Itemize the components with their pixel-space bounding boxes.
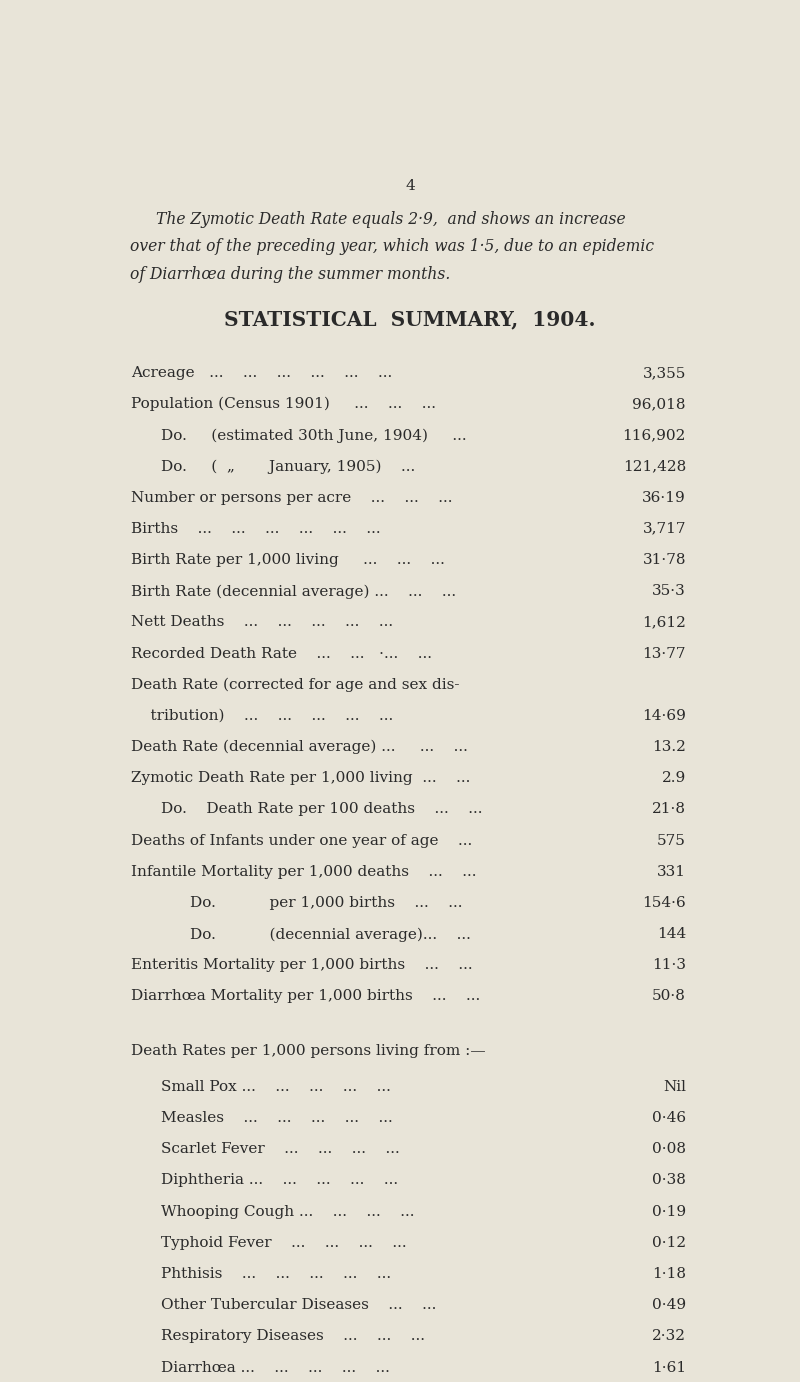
Text: Diarrhœa Mortality per 1,000 births    ...    ...: Diarrhœa Mortality per 1,000 births ... …	[131, 990, 480, 1003]
Text: 31·78: 31·78	[642, 553, 686, 567]
Text: 0·08: 0·08	[652, 1143, 686, 1157]
Text: Scarlet Fever    ...    ...    ...    ...: Scarlet Fever ... ... ... ...	[161, 1143, 399, 1157]
Text: Do.    Death Rate per 100 deaths    ...    ...: Do. Death Rate per 100 deaths ... ...	[161, 803, 482, 817]
Text: 0·49: 0·49	[652, 1298, 686, 1312]
Text: Diarrhœa ...    ...    ...    ...    ...: Diarrhœa ... ... ... ... ...	[161, 1360, 390, 1375]
Text: Death Rate (decennial average) ...     ...    ...: Death Rate (decennial average) ... ... .…	[131, 739, 468, 755]
Text: 35·3: 35·3	[652, 585, 686, 598]
Text: 575: 575	[657, 833, 686, 847]
Text: Small Pox ...    ...    ...    ...    ...: Small Pox ... ... ... ... ...	[161, 1079, 390, 1095]
Text: 0·46: 0·46	[652, 1111, 686, 1125]
Text: Acreage   ...    ...    ...    ...    ...    ...: Acreage ... ... ... ... ... ...	[131, 366, 392, 380]
Text: Diphtheria ...    ...    ...    ...    ...: Diphtheria ... ... ... ... ...	[161, 1173, 398, 1187]
Text: 36·19: 36·19	[642, 491, 686, 504]
Text: 14·69: 14·69	[642, 709, 686, 723]
Text: 2.9: 2.9	[662, 771, 686, 785]
Text: Phthisis    ...    ...    ...    ...    ...: Phthisis ... ... ... ... ...	[161, 1267, 391, 1281]
Text: Death Rate (corrected for age and sex dis-: Death Rate (corrected for age and sex di…	[131, 677, 459, 692]
Text: Measles    ...    ...    ...    ...    ...: Measles ... ... ... ... ...	[161, 1111, 393, 1125]
Text: 4: 4	[405, 178, 415, 192]
Text: Birth Rate per 1,000 living     ...    ...    ...: Birth Rate per 1,000 living ... ... ...	[131, 553, 445, 567]
Text: Respiratory Diseases    ...    ...    ...: Respiratory Diseases ... ... ...	[161, 1329, 425, 1343]
Text: Number or persons per acre    ...    ...    ...: Number or persons per acre ... ... ...	[131, 491, 453, 504]
Text: Infantile Mortality per 1,000 deaths    ...    ...: Infantile Mortality per 1,000 deaths ...…	[131, 865, 477, 879]
Text: 116,902: 116,902	[622, 428, 686, 442]
Text: 1·61: 1·61	[652, 1360, 686, 1375]
Text: 21·8: 21·8	[652, 803, 686, 817]
Text: of Diarrhœa during the summer months.: of Diarrhœa during the summer months.	[130, 265, 450, 283]
Text: tribution)    ...    ...    ...    ...    ...: tribution) ... ... ... ... ...	[131, 709, 394, 723]
Text: 96,018: 96,018	[632, 397, 686, 410]
Text: Birth Rate (decennial average) ...    ...    ...: Birth Rate (decennial average) ... ... .…	[131, 585, 456, 598]
Text: 144: 144	[657, 927, 686, 941]
Text: Do.           (decennial average)...    ...: Do. (decennial average)... ...	[190, 927, 470, 941]
Text: 154·6: 154·6	[642, 896, 686, 909]
Text: The Zymotic Death Rate equals 2·9,  and shows an increase: The Zymotic Death Rate equals 2·9, and s…	[156, 210, 626, 228]
Text: STATISTICAL  SUMMARY,  1904.: STATISTICAL SUMMARY, 1904.	[224, 310, 596, 329]
Text: 2·32: 2·32	[652, 1329, 686, 1343]
Text: 13·77: 13·77	[642, 647, 686, 661]
Text: Other Tubercular Diseases    ...    ...: Other Tubercular Diseases ... ...	[161, 1298, 436, 1312]
Text: Nett Deaths    ...    ...    ...    ...    ...: Nett Deaths ... ... ... ... ...	[131, 615, 393, 629]
Text: 13.2: 13.2	[652, 739, 686, 755]
Text: Typhoid Fever    ...    ...    ...    ...: Typhoid Fever ... ... ... ...	[161, 1236, 406, 1249]
Text: 11·3: 11·3	[652, 958, 686, 973]
Text: Whooping Cough ...    ...    ...    ...: Whooping Cough ... ... ... ...	[161, 1205, 414, 1219]
Text: 3,355: 3,355	[642, 366, 686, 380]
Text: Zymotic Death Rate per 1,000 living  ...    ...: Zymotic Death Rate per 1,000 living ... …	[131, 771, 470, 785]
Text: over that of the preceding year, which was 1·5, due to an epidemic: over that of the preceding year, which w…	[130, 238, 654, 256]
Text: 331: 331	[657, 865, 686, 879]
Text: 121,428: 121,428	[622, 459, 686, 474]
Text: Population (Census 1901)     ...    ...    ...: Population (Census 1901) ... ... ...	[131, 397, 436, 412]
Text: Do.     (  „       January, 1905)    ...: Do. ( „ January, 1905) ...	[161, 459, 415, 474]
Text: Do.           per 1,000 births    ...    ...: Do. per 1,000 births ... ...	[190, 896, 462, 909]
Text: 0·12: 0·12	[652, 1236, 686, 1249]
Text: Death Rates per 1,000 persons living from :—: Death Rates per 1,000 persons living fro…	[131, 1043, 486, 1059]
Text: Deaths of Infants under one year of age    ...: Deaths of Infants under one year of age …	[131, 833, 472, 847]
Text: 1·18: 1·18	[652, 1267, 686, 1281]
Text: Nil: Nil	[663, 1079, 686, 1095]
Text: 1,612: 1,612	[642, 615, 686, 629]
Text: 50·8: 50·8	[652, 990, 686, 1003]
Text: Do.     (estimated 30th June, 1904)     ...: Do. (estimated 30th June, 1904) ...	[161, 428, 466, 442]
Text: 3,717: 3,717	[642, 522, 686, 536]
Text: 0·38: 0·38	[652, 1173, 686, 1187]
Text: 0·19: 0·19	[652, 1205, 686, 1219]
Text: Recorded Death Rate    ...    ...   ·...    ...: Recorded Death Rate ... ... ·... ...	[131, 647, 432, 661]
Text: Births    ...    ...    ...    ...    ...    ...: Births ... ... ... ... ... ...	[131, 522, 381, 536]
Text: Enteritis Mortality per 1,000 births    ...    ...: Enteritis Mortality per 1,000 births ...…	[131, 958, 473, 973]
